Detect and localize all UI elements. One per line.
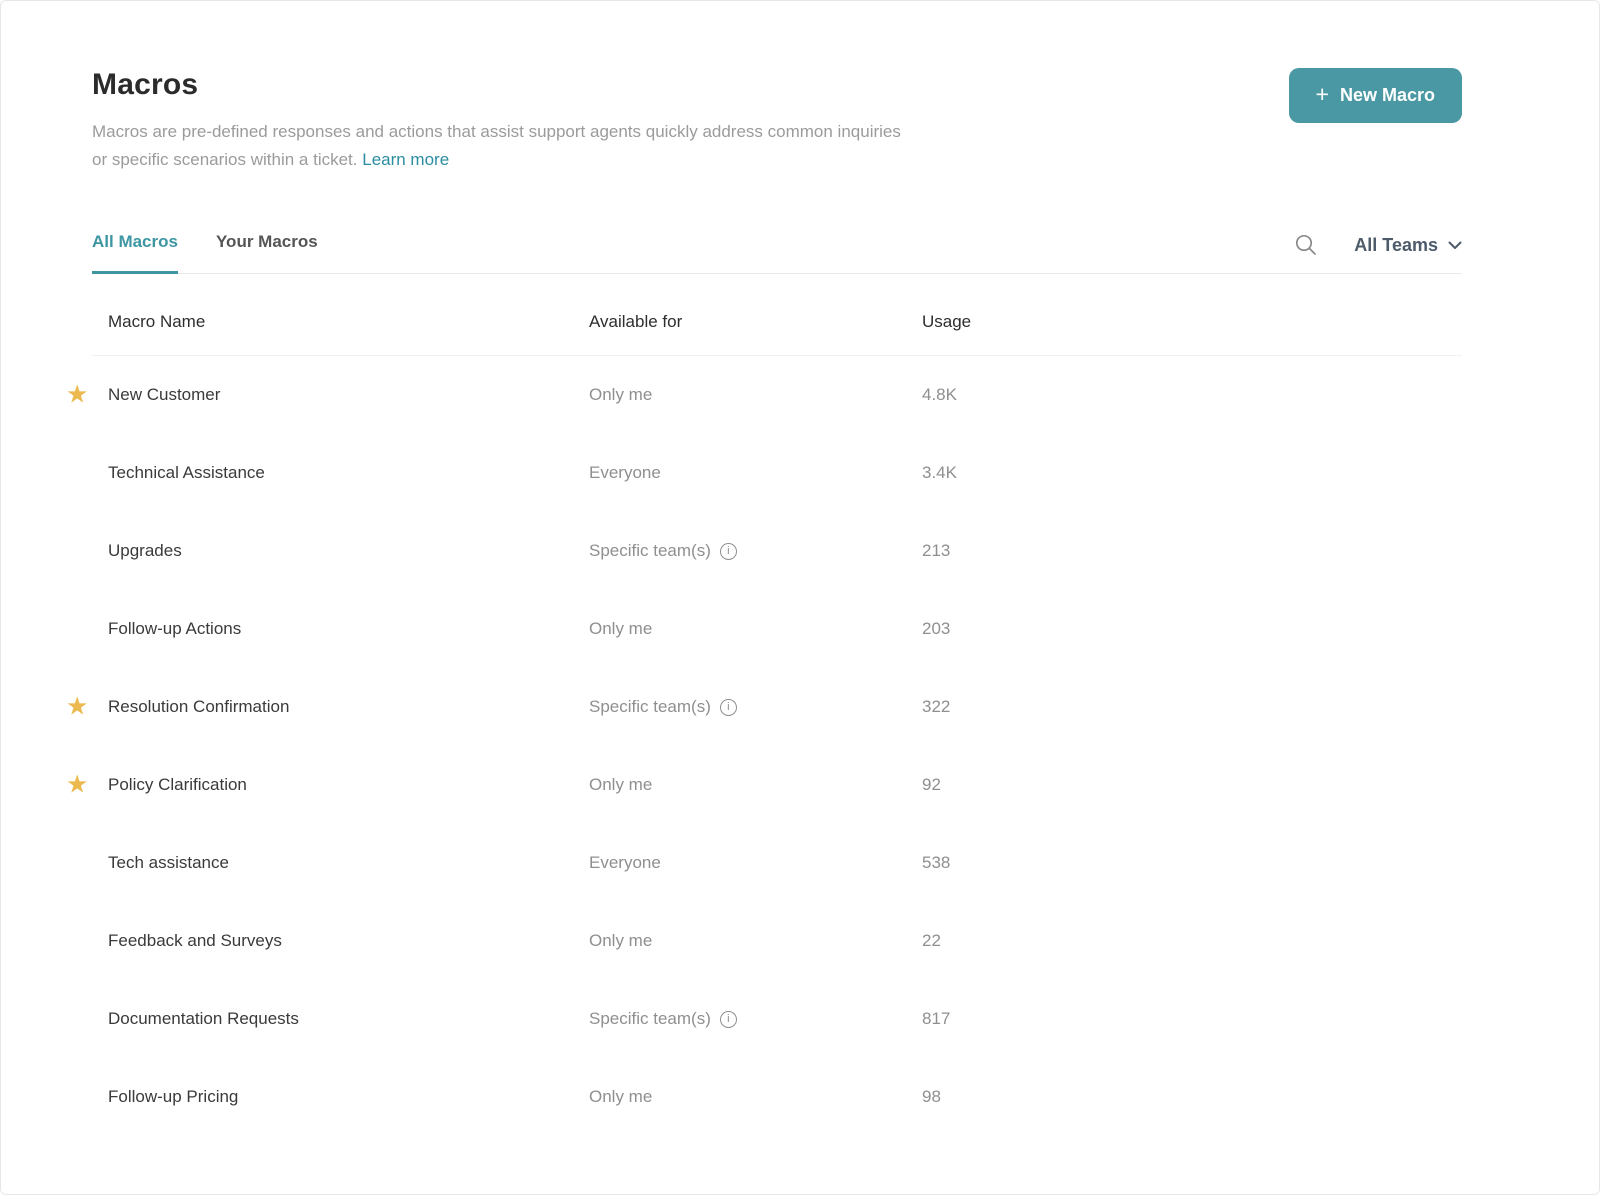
available-for-cell: Only me: [589, 619, 922, 639]
table-row[interactable]: ★ Follow-up Pricing Only me 98: [92, 1058, 1462, 1136]
page-title: Macros: [92, 68, 901, 102]
usage-value: 213: [922, 541, 1462, 561]
available-for-cell: Everyone: [589, 463, 922, 483]
available-for-cell: Only me: [589, 931, 922, 951]
available-for-cell: Specific team(s) i: [589, 541, 922, 561]
macro-name: Follow-up Actions: [108, 619, 589, 639]
search-icon[interactable]: [1294, 233, 1318, 257]
available-for-value: Everyone: [589, 853, 661, 873]
available-for-cell: Everyone: [589, 853, 922, 873]
available-for-value: Specific team(s): [589, 697, 711, 717]
usage-value: 538: [922, 853, 1462, 873]
available-for-value: Only me: [589, 1087, 652, 1107]
usage-value: 22: [922, 931, 1462, 951]
plus-icon: +: [1316, 83, 1329, 106]
table-header: Macro Name Available for Usage: [92, 274, 1462, 356]
page-header-text: Macros Macros are pre-defined responses …: [92, 68, 901, 174]
macro-name: Feedback and Surveys: [108, 931, 589, 951]
table-row[interactable]: ★ Policy Clarification Only me 92: [92, 746, 1462, 824]
page-description: Macros are pre-defined responses and act…: [92, 118, 901, 174]
macro-name: Upgrades: [108, 541, 589, 561]
macro-name: Technical Assistance: [108, 463, 589, 483]
available-for-value: Only me: [589, 385, 652, 405]
tab-controls: All Teams: [1294, 233, 1462, 273]
table-row[interactable]: ★ Feedback and Surveys Only me 22: [92, 902, 1462, 980]
available-for-cell: Only me: [589, 1087, 922, 1107]
info-icon[interactable]: i: [720, 1011, 737, 1028]
macro-name: Tech assistance: [108, 853, 589, 873]
column-header-macro-name: Macro Name: [108, 312, 589, 332]
usage-value: 817: [922, 1009, 1462, 1029]
macro-name: Follow-up Pricing: [108, 1087, 589, 1107]
star-column-spacer: [92, 312, 108, 332]
macro-name: Policy Clarification: [108, 775, 589, 795]
teams-dropdown[interactable]: All Teams: [1354, 235, 1462, 256]
table-row[interactable]: ★ Resolution Confirmation Specific team(…: [92, 668, 1462, 746]
learn-more-link[interactable]: Learn more: [362, 150, 449, 169]
table-row[interactable]: ★ Upgrades Specific team(s) i 213: [92, 512, 1462, 590]
usage-value: 98: [922, 1087, 1462, 1107]
available-for-value: Only me: [589, 775, 652, 795]
table-row[interactable]: ★ Tech assistance Everyone 538: [92, 824, 1462, 902]
star-icon[interactable]: ★: [66, 773, 88, 798]
tab-bar: All Macros Your Macros All Teams: [92, 232, 1462, 274]
usage-value: 322: [922, 697, 1462, 717]
usage-value: 4.8K: [922, 385, 1462, 405]
macros-page: Macros Macros are pre-defined responses …: [0, 0, 1600, 1195]
macro-table-body: ★ New Customer Only me 4.8K ★ Technical …: [92, 356, 1462, 1136]
available-for-value: Specific team(s): [589, 1009, 711, 1029]
available-for-cell: Specific team(s) i: [589, 697, 922, 717]
usage-value: 92: [922, 775, 1462, 795]
table-row[interactable]: ★ Follow-up Actions Only me 203: [92, 590, 1462, 668]
available-for-cell: Specific team(s) i: [589, 1009, 922, 1029]
tab-all-macros[interactable]: All Macros: [92, 232, 178, 274]
new-macro-button-label: New Macro: [1340, 85, 1435, 106]
page-header: Macros Macros are pre-defined responses …: [92, 68, 1462, 174]
table-row[interactable]: ★ Documentation Requests Specific team(s…: [92, 980, 1462, 1058]
star-icon[interactable]: ★: [66, 383, 88, 408]
table-row[interactable]: ★ Technical Assistance Everyone 3.4K: [92, 434, 1462, 512]
table-row[interactable]: ★ New Customer Only me 4.8K: [92, 356, 1462, 434]
available-for-value: Only me: [589, 619, 652, 639]
page-description-line2: or specific scenarios within a ticket. L…: [92, 146, 901, 174]
teams-dropdown-value: All Teams: [1354, 235, 1438, 256]
available-for-value: Everyone: [589, 463, 661, 483]
macro-name: New Customer: [108, 385, 589, 405]
info-icon[interactable]: i: [720, 699, 737, 716]
column-header-available-for: Available for: [589, 312, 922, 332]
macro-name: Resolution Confirmation: [108, 697, 589, 717]
available-for-value: Only me: [589, 931, 652, 951]
available-for-cell: Only me: [589, 775, 922, 795]
tabs: All Macros Your Macros: [92, 232, 318, 273]
star-icon[interactable]: ★: [66, 695, 88, 720]
macro-name: Documentation Requests: [108, 1009, 589, 1029]
chevron-down-icon: [1448, 241, 1462, 250]
available-for-value: Specific team(s): [589, 541, 711, 561]
page-description-line1: Macros are pre-defined responses and act…: [92, 118, 901, 146]
tab-your-macros[interactable]: Your Macros: [216, 232, 318, 274]
new-macro-button[interactable]: + New Macro: [1289, 68, 1462, 123]
info-icon[interactable]: i: [720, 543, 737, 560]
available-for-cell: Only me: [589, 385, 922, 405]
usage-value: 3.4K: [922, 463, 1462, 483]
usage-value: 203: [922, 619, 1462, 639]
column-header-usage: Usage: [922, 312, 1462, 332]
